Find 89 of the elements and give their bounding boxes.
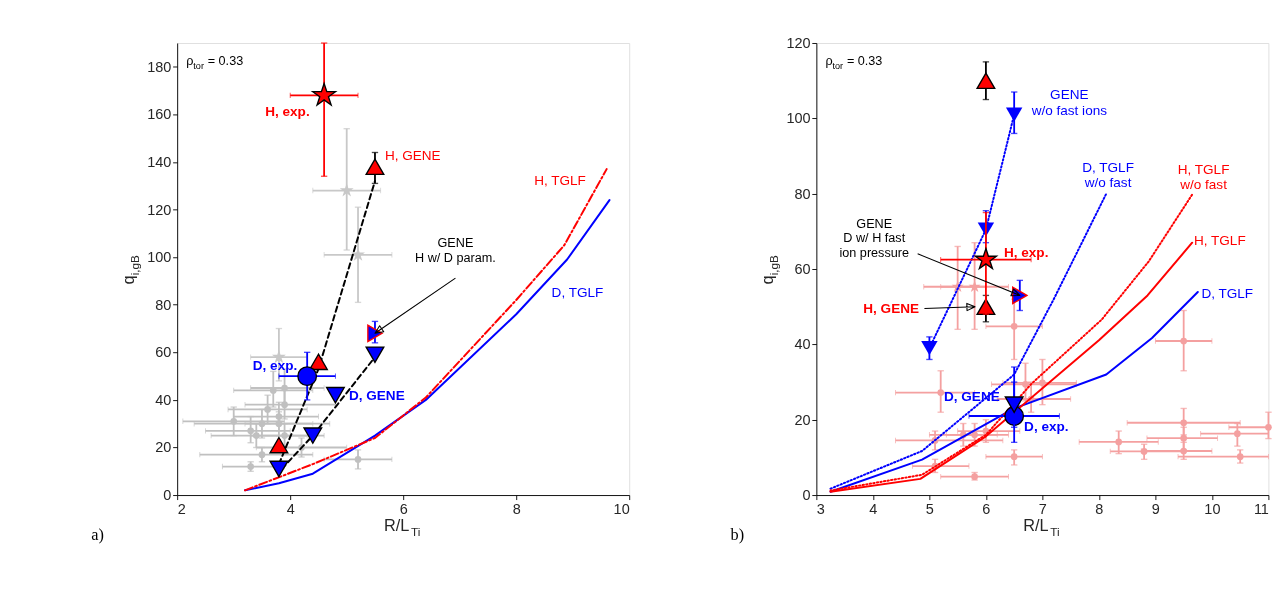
point	[275, 413, 283, 420]
point	[1039, 379, 1046, 387]
series-label: H, GENE	[384, 148, 441, 164]
point	[297, 366, 318, 387]
x-tick-label: 2	[177, 500, 186, 517]
series-label: D, exp.	[252, 357, 298, 373]
point	[1010, 322, 1018, 330]
series-label: H, TGLF w/o fast	[1177, 161, 1230, 193]
y-tick-label: 20	[155, 439, 172, 456]
y-tick-label: 60	[794, 261, 811, 278]
x-tick-label: 10	[1204, 500, 1221, 517]
point	[252, 432, 260, 439]
point	[269, 460, 289, 478]
point	[1180, 434, 1188, 442]
y-tick-label: 40	[794, 336, 811, 353]
point	[1022, 380, 1029, 388]
y-tick-label: 140	[147, 153, 172, 170]
point	[1180, 337, 1188, 345]
y-tick-label: 100	[786, 110, 811, 127]
x-tick-label: 6	[399, 500, 408, 517]
point	[365, 346, 385, 364]
text: a)	[91, 526, 104, 545]
y-tick-label: 80	[794, 185, 811, 202]
x-tick-label: 4	[286, 500, 295, 517]
x-tick-label: 7	[1038, 500, 1047, 517]
point	[264, 406, 271, 413]
y-tick-label: 160	[147, 106, 172, 123]
point	[275, 420, 283, 428]
annotation: GENE H w/ D param.	[415, 236, 496, 265]
y-tick-label: 20	[794, 411, 811, 428]
point	[230, 417, 238, 425]
series-label: D, GENE	[348, 387, 405, 403]
series-label: GENE w/o fast ions	[1030, 87, 1108, 118]
point	[339, 183, 354, 197]
point	[1234, 430, 1241, 438]
point	[247, 427, 255, 435]
x-tick-label: 4	[869, 500, 878, 517]
point	[1140, 448, 1148, 455]
series-label: D, exp.	[1024, 419, 1069, 435]
x-tick-label: 8	[512, 500, 521, 517]
x-tick-label: 9	[1151, 500, 1160, 517]
y-tick-label: 80	[155, 296, 172, 313]
series-label: H, exp.	[265, 104, 310, 120]
point	[365, 158, 385, 176]
annotation: GENE D w/ H fast ion pressure	[839, 216, 910, 260]
series-label: H, TGLF	[1193, 233, 1246, 249]
x-tick-label: 6	[982, 500, 991, 517]
series-label: H, TGLF	[534, 173, 586, 189]
point	[1005, 107, 1023, 122]
point	[1236, 453, 1244, 461]
point	[921, 341, 938, 356]
point	[1115, 438, 1123, 446]
x-tick-label: 10	[613, 500, 630, 517]
point	[976, 72, 996, 90]
series-label: D, TGLF w/o fast	[1082, 160, 1134, 191]
point	[269, 436, 289, 454]
y-tick-label: 120	[147, 201, 172, 218]
point	[1004, 396, 1024, 413]
point	[303, 427, 323, 444]
point	[312, 82, 337, 106]
y-tick-label: 60	[155, 344, 172, 361]
y-axis-title: qi,gB	[758, 254, 781, 285]
point	[258, 451, 266, 458]
point	[974, 247, 998, 270]
legend-label: H, GENE	[863, 301, 920, 317]
x-tick-label: 11	[1253, 500, 1269, 517]
y-tick-label: 180	[147, 58, 172, 75]
y-tick-label: 120	[786, 35, 811, 52]
point	[937, 389, 945, 396]
point	[1180, 419, 1188, 427]
y-tick-label: 100	[147, 249, 172, 266]
series-label: D, TGLF	[551, 284, 604, 300]
series-label: H, exp.	[1003, 244, 1049, 260]
x-tick-label: 5	[925, 500, 934, 517]
point	[281, 432, 288, 439]
point	[308, 353, 328, 371]
x-tick-label: 3	[816, 500, 825, 517]
series-label: D, TGLF	[1201, 286, 1254, 302]
y-axis-title: qi,gB	[118, 254, 142, 285]
y-tick-label: 0	[163, 487, 172, 504]
y-tick-label: 0	[802, 487, 811, 504]
y-tick-label: 40	[155, 391, 172, 408]
x-tick-label: 8	[1095, 500, 1104, 517]
point	[354, 456, 362, 463]
text: b)	[730, 526, 745, 545]
point	[1010, 453, 1018, 461]
point	[258, 420, 266, 428]
point	[325, 386, 345, 404]
point	[971, 431, 978, 439]
